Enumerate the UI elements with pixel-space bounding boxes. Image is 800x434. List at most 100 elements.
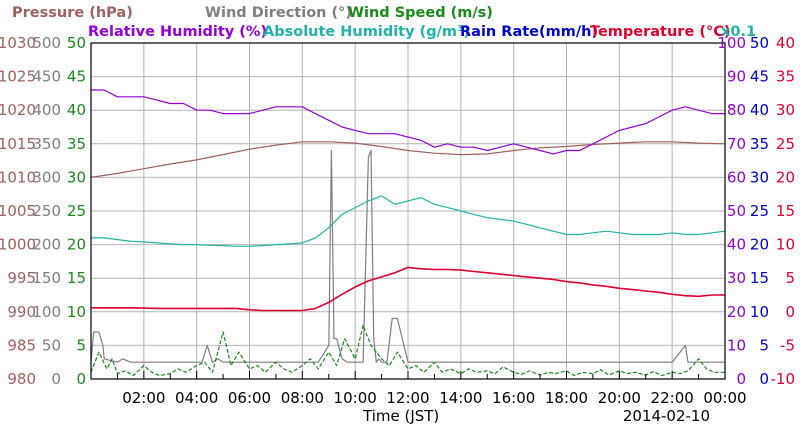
right-tick-label: 20 bbox=[776, 168, 795, 186]
legend-label: Wind Direction (°) bbox=[205, 5, 352, 21]
right-tick-label: 20 bbox=[727, 303, 746, 321]
legend-label: Relative Humidity (%) bbox=[88, 24, 267, 40]
x-axis-label: Time (JST) bbox=[362, 407, 439, 425]
gridlines bbox=[91, 43, 725, 379]
left-axes: 9809859909951000100510101015102010251030… bbox=[0, 34, 86, 388]
series-line bbox=[91, 195, 726, 247]
right-tick-label: 0 bbox=[785, 303, 795, 321]
x-tick-label: 14:00 bbox=[439, 389, 482, 407]
left-tick-label: 5 bbox=[76, 336, 86, 354]
series-line bbox=[90, 324, 725, 377]
right-tick-label: 15 bbox=[776, 202, 795, 220]
left-tick-label: 990 bbox=[7, 303, 36, 321]
left-tick-label: 150 bbox=[32, 269, 61, 287]
left-tick-label: 1020 bbox=[0, 101, 36, 119]
left-tick-label: 995 bbox=[7, 269, 36, 287]
left-tick-label: 400 bbox=[32, 101, 61, 119]
right-tick-label: 0 bbox=[759, 370, 769, 388]
x-tick-label: 02:00 bbox=[122, 389, 165, 407]
x-tick-label: 22:00 bbox=[651, 389, 694, 407]
right-axes: 0102030405060708090100051015202530354045… bbox=[717, 34, 795, 388]
x-axis: 02:00 04:00 06:00 08:00 10:00 12:00 14:00 16:00… bbox=[90, 371, 747, 407]
right-tick-label: 45 bbox=[750, 68, 769, 86]
left-tick-label: 500 bbox=[32, 34, 61, 52]
series-layer bbox=[90, 89, 726, 377]
right-tick-label: 40 bbox=[727, 236, 746, 254]
right-tick-label: 30 bbox=[727, 269, 746, 287]
legend-label: Absolute Humidity (g/m³) bbox=[263, 24, 470, 40]
x-tick-label: 08:00 bbox=[281, 389, 324, 407]
left-tick-label: 15 bbox=[67, 269, 86, 287]
left-tick-label: 20 bbox=[67, 236, 86, 254]
right-tick-label: 70 bbox=[727, 135, 746, 153]
right-tick-label: 50 bbox=[750, 34, 769, 52]
x-tick-label: 20:00 bbox=[598, 389, 641, 407]
right-tick-label: 40 bbox=[750, 101, 769, 119]
left-tick-label: 45 bbox=[67, 68, 86, 86]
left-tick-label: 985 bbox=[7, 336, 36, 354]
right-tick-label: 5 bbox=[759, 336, 769, 354]
legend-label: Wind Speed (m/s) bbox=[348, 5, 493, 21]
left-tick-label: 1030 bbox=[0, 34, 36, 52]
right-tick-label: 60 bbox=[727, 168, 746, 186]
left-tick-label: 450 bbox=[32, 68, 61, 86]
left-tick-label: 1005 bbox=[0, 202, 36, 220]
right-tick-label: 30 bbox=[776, 101, 795, 119]
left-tick-label: 200 bbox=[32, 236, 61, 254]
right-tick-label: 35 bbox=[776, 68, 795, 86]
right-tick-label: 15 bbox=[750, 269, 769, 287]
left-tick-label: 100 bbox=[32, 303, 61, 321]
right-tick-label: 35 bbox=[750, 135, 769, 153]
x-tick-label: 00:00 bbox=[703, 389, 746, 407]
right-tick-label: 5 bbox=[785, 269, 795, 287]
left-tick-label: 25 bbox=[67, 202, 86, 220]
left-tick-label: 35 bbox=[67, 135, 86, 153]
x-tick-label: 16:00 bbox=[492, 389, 535, 407]
legend-label: Pressure (hPa) bbox=[12, 5, 133, 21]
left-tick-label: 50 bbox=[42, 336, 61, 354]
x-tick-label: 10:00 bbox=[334, 389, 377, 407]
legend-label: Rain Rate(mm/h) bbox=[460, 24, 598, 40]
left-tick-label: 0 bbox=[76, 370, 86, 388]
legend-label: x0.1 bbox=[721, 24, 756, 40]
series-line bbox=[90, 141, 726, 178]
right-tick-label: 50 bbox=[727, 202, 746, 220]
chart-header: Pressure (hPa) Wind Direction (°)Wind Spe… bbox=[12, 5, 756, 40]
right-tick-label: 80 bbox=[727, 101, 746, 119]
right-tick-label: 25 bbox=[750, 202, 769, 220]
left-tick-label: 50 bbox=[67, 34, 86, 52]
left-tick-label: 0 bbox=[51, 370, 61, 388]
left-tick-label: 350 bbox=[32, 135, 61, 153]
right-tick-label: 0 bbox=[736, 370, 746, 388]
right-tick-label: 30 bbox=[750, 168, 769, 186]
right-tick-label: -5 bbox=[780, 336, 795, 354]
right-tick-label: 10 bbox=[727, 336, 746, 354]
right-tick-label: 25 bbox=[776, 135, 795, 153]
left-tick-label: 1010 bbox=[0, 168, 36, 186]
series-line bbox=[91, 89, 725, 155]
right-tick-label: 40 bbox=[776, 34, 795, 52]
legend-label: Temperature (°C) bbox=[590, 24, 731, 40]
left-tick-label: 300 bbox=[32, 168, 61, 186]
left-tick-label: 30 bbox=[67, 168, 86, 186]
left-tick-label: 250 bbox=[32, 202, 61, 220]
x-tick-label: 04:00 bbox=[175, 389, 218, 407]
right-tick-label: 20 bbox=[750, 236, 769, 254]
left-tick-label: 980 bbox=[7, 370, 36, 388]
x-tick-label: 12:00 bbox=[386, 389, 429, 407]
left-tick-label: 1015 bbox=[0, 135, 36, 153]
left-tick-label: 1025 bbox=[0, 68, 36, 86]
right-tick-label: 10 bbox=[750, 303, 769, 321]
left-tick-label: 40 bbox=[67, 101, 86, 119]
x-tick-label: 06:00 bbox=[228, 389, 271, 407]
date-label: 2014-02-10 bbox=[623, 407, 710, 425]
right-tick-label: -10 bbox=[771, 370, 796, 388]
x-tick-label: 18:00 bbox=[545, 389, 588, 407]
left-tick-label: 10 bbox=[67, 303, 86, 321]
left-tick-label: 1000 bbox=[0, 236, 36, 254]
right-tick-label: 10 bbox=[776, 236, 795, 254]
series-line bbox=[91, 266, 725, 312]
right-tick-label: 90 bbox=[727, 68, 746, 86]
right-tick-label: 100 bbox=[717, 34, 746, 52]
